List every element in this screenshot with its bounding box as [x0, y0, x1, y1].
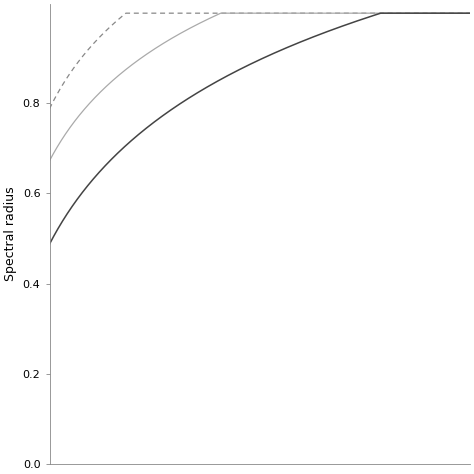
- Y-axis label: Spectral radius: Spectral radius: [4, 187, 17, 281]
